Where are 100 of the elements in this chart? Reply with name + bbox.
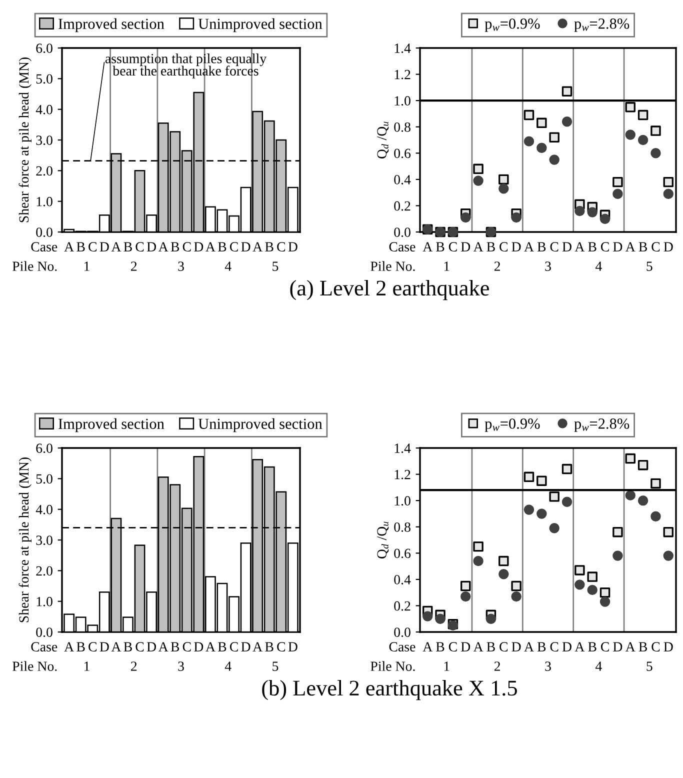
y-tick-label: 3.0 [36, 536, 52, 546]
x-tick-label: B [76, 642, 85, 652]
y-tick-label: 0.6 [394, 148, 411, 158]
legend-label: p$_{w}$=0.9% [484, 18, 540, 32]
y-tick-label: 5.0 [36, 474, 52, 484]
legend-label: Improved section [58, 18, 164, 32]
x-tick-label: A [574, 242, 585, 252]
x-tick-label: A [206, 242, 216, 252]
y-tick-label: 0.2 [394, 601, 410, 611]
y-tick-label: 0.2 [394, 201, 410, 211]
y-tick-label: 4.0 [36, 104, 52, 114]
x-tick-label: A [574, 642, 585, 652]
x-tick-label: C [88, 642, 96, 652]
text: Pile No. [12, 261, 57, 271]
x-tick-label: B [588, 642, 596, 652]
text: 1 [444, 662, 450, 671]
y-tick-label: 2.0 [36, 166, 52, 176]
y-tick-label: 1.0 [394, 496, 410, 506]
x-tick-label: C [652, 642, 660, 652]
x-tick-label: C [500, 242, 508, 252]
legend-label: Unimproved section [198, 418, 322, 432]
text: 2 [494, 262, 500, 271]
x-tick-label: B [170, 642, 180, 652]
x-tick-label: C [448, 642, 457, 652]
x-tick-label: C [277, 642, 286, 652]
x-tick-label: D [664, 642, 673, 652]
x-tick-label: C [230, 242, 238, 252]
y-tick-label: 0.0 [36, 228, 52, 238]
text: 5 [272, 262, 278, 271]
x-tick-label: A [524, 642, 534, 652]
y-axis-title: Q$_{d}$ /Q$_{u}$ [377, 522, 389, 558]
x-tick-label: C [136, 242, 144, 252]
x-tick-label: A [158, 242, 168, 252]
legend-label: p$_{w}$=2.8% [574, 418, 630, 432]
text: 4 [224, 262, 232, 271]
y-tick-label: 3.0 [36, 136, 52, 146]
text: Case [389, 242, 416, 252]
x-tick-label: B [638, 642, 647, 652]
x-tick-label: D [461, 242, 470, 252]
text: 4 [595, 662, 602, 671]
y-tick-label: 0.4 [394, 175, 411, 184]
x-tick-label: B [265, 642, 274, 652]
x-tick-label: A [64, 242, 74, 252]
x-tick-label: A [206, 642, 216, 652]
y-tick-label: 0.4 [394, 575, 411, 584]
x-tick-label: D [146, 242, 156, 252]
x-tick-label: B [486, 242, 495, 252]
ref-line-label: assumption that piles equally bear the earthquake forces [105, 54, 267, 78]
x-tick-label: D [100, 642, 109, 652]
x-tick-label: C [652, 242, 660, 252]
x-tick-label: C [277, 242, 286, 252]
x-tick-label: B [76, 242, 85, 252]
y-tick-label: 2.0 [36, 566, 52, 576]
y-axis-title: Shear force at pile head (MN) [18, 458, 32, 622]
x-tick-label: A [524, 242, 534, 252]
text: Pile No. [370, 261, 415, 271]
y-tick-label: 6.0 [36, 444, 52, 454]
y-tick-label: 0.0 [36, 628, 52, 638]
y-tick-label: 0.8 [394, 122, 410, 132]
text: 5 [646, 662, 652, 671]
y-tick-label: 1.0 [36, 596, 52, 606]
x-tick-label: B [638, 242, 647, 252]
y-tick-label: 4.0 [36, 504, 52, 514]
x-tick-label: A [473, 242, 484, 252]
y-tick-label: 1.4 [394, 444, 411, 454]
text: 4 [224, 662, 232, 671]
x-tick-label: B [170, 242, 180, 252]
x-tick-label: C [182, 642, 191, 652]
text: (a) Level 2 earthquake [290, 280, 489, 300]
legend-label: p$_{w}$=2.8% [574, 18, 630, 32]
x-tick-label: D [194, 242, 204, 252]
x-tick-label: D [241, 242, 250, 252]
x-tick-label: B [588, 242, 596, 252]
text: 1 [84, 662, 90, 671]
text: 3 [545, 262, 551, 271]
x-tick-label: D [512, 242, 521, 252]
text: (b) Level 2 earthquake X 1.5 [262, 680, 517, 700]
x-tick-label: D [288, 242, 298, 252]
x-tick-label: C [230, 642, 238, 652]
y-tick-label: 0.0 [394, 628, 410, 638]
text: Case [31, 642, 58, 652]
text: Pile No. [370, 661, 415, 671]
text: 3 [545, 662, 551, 671]
y-tick-label: 6.0 [36, 44, 52, 54]
legend-label: p$_{w}$=0.9% [484, 418, 540, 432]
x-tick-label: D [241, 642, 250, 652]
y-axis-title: Shear force at pile head (MN) [18, 58, 32, 222]
x-tick-label: C [600, 242, 609, 252]
y-tick-label: 1.4 [394, 44, 411, 54]
x-tick-label: C [600, 642, 609, 652]
x-tick-label: A [252, 642, 262, 652]
x-tick-label: A [473, 642, 484, 652]
x-tick-label: B [537, 642, 546, 652]
x-tick-label: C [550, 642, 558, 652]
y-tick-label: 1.2 [394, 470, 410, 480]
legend-label: Improved section [58, 418, 164, 432]
x-tick-label: A [626, 642, 636, 652]
x-tick-label: A [158, 642, 168, 652]
text: 2 [131, 262, 137, 271]
x-tick-label: B [218, 242, 226, 252]
